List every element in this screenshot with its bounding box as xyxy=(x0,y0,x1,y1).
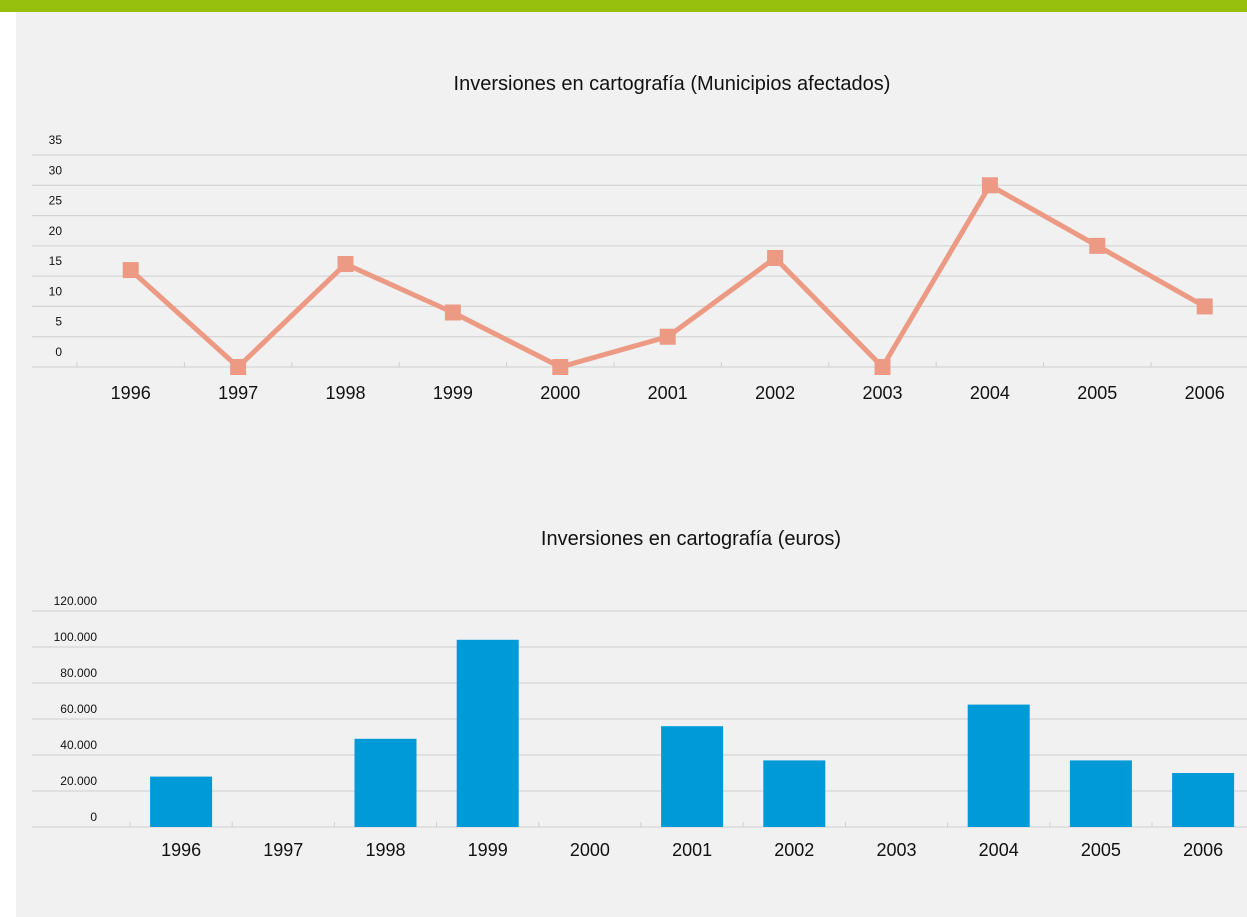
y-tick-label: 10 xyxy=(49,284,63,298)
x-tick-label: 1999 xyxy=(433,383,473,403)
y-tick-label: 40.000 xyxy=(60,738,97,752)
x-tick-label: 2000 xyxy=(540,383,580,403)
bar xyxy=(763,760,826,827)
y-tick-label: 20.000 xyxy=(60,774,97,788)
marker xyxy=(1089,237,1106,254)
marker xyxy=(874,359,891,375)
bar xyxy=(967,704,1030,827)
bar xyxy=(456,639,519,827)
y-tick-label: 100.000 xyxy=(54,630,98,644)
x-tick-label: 2001 xyxy=(672,840,712,860)
y-tick-label: 120.000 xyxy=(54,594,98,608)
x-tick-label: 1997 xyxy=(263,840,303,860)
x-tick-label: 2005 xyxy=(1081,840,1121,860)
bar xyxy=(661,726,724,827)
x-tick-label: 2004 xyxy=(979,840,1019,860)
top-band xyxy=(0,0,1247,12)
marker xyxy=(981,177,998,194)
bar xyxy=(150,776,213,827)
x-tick-label: 2003 xyxy=(862,383,902,403)
x-tick-label: 1996 xyxy=(111,383,151,403)
x-tick-label: 2002 xyxy=(774,840,814,860)
y-tick-label: 80.000 xyxy=(60,666,97,680)
left-margin xyxy=(0,12,16,917)
y-tick-label: 0 xyxy=(55,345,62,359)
x-tick-label: 2000 xyxy=(570,840,610,860)
x-tick-label: 1998 xyxy=(365,840,405,860)
x-tick-label: 2001 xyxy=(648,383,688,403)
bar xyxy=(354,738,417,827)
x-tick-label: 2006 xyxy=(1185,383,1225,403)
y-tick-label: 15 xyxy=(49,254,63,268)
marker xyxy=(1196,298,1213,315)
marker xyxy=(659,328,676,345)
x-tick-label: 1996 xyxy=(161,840,201,860)
y-tick-label: 20 xyxy=(49,224,63,238)
x-tick-label: 2003 xyxy=(876,840,916,860)
y-tick-label: 60.000 xyxy=(60,702,97,716)
x-tick-label: 1999 xyxy=(468,840,508,860)
y-tick-label: 5 xyxy=(55,315,62,329)
marker xyxy=(122,262,139,279)
marker xyxy=(337,256,354,273)
bar xyxy=(1172,773,1235,827)
x-tick-label: 2005 xyxy=(1077,383,1117,403)
y-tick-label: 25 xyxy=(49,194,63,208)
x-tick-label: 2002 xyxy=(755,383,795,403)
x-tick-label: 2006 xyxy=(1183,840,1223,860)
y-tick-label: 0 xyxy=(90,810,97,824)
y-tick-label: 35 xyxy=(49,133,63,147)
y-tick-label: 30 xyxy=(49,163,63,177)
marker xyxy=(552,359,569,375)
chart-title: Inversiones en cartografía (Municipios a… xyxy=(454,73,891,95)
bar xyxy=(1069,760,1132,827)
marker xyxy=(767,249,784,266)
x-tick-label: 2004 xyxy=(970,383,1010,403)
chart-title: Inversiones en cartografía (euros) xyxy=(541,528,841,550)
marker xyxy=(230,359,247,375)
x-tick-label: 1997 xyxy=(218,383,258,403)
marker xyxy=(444,304,461,321)
x-tick-label: 1998 xyxy=(325,383,365,403)
